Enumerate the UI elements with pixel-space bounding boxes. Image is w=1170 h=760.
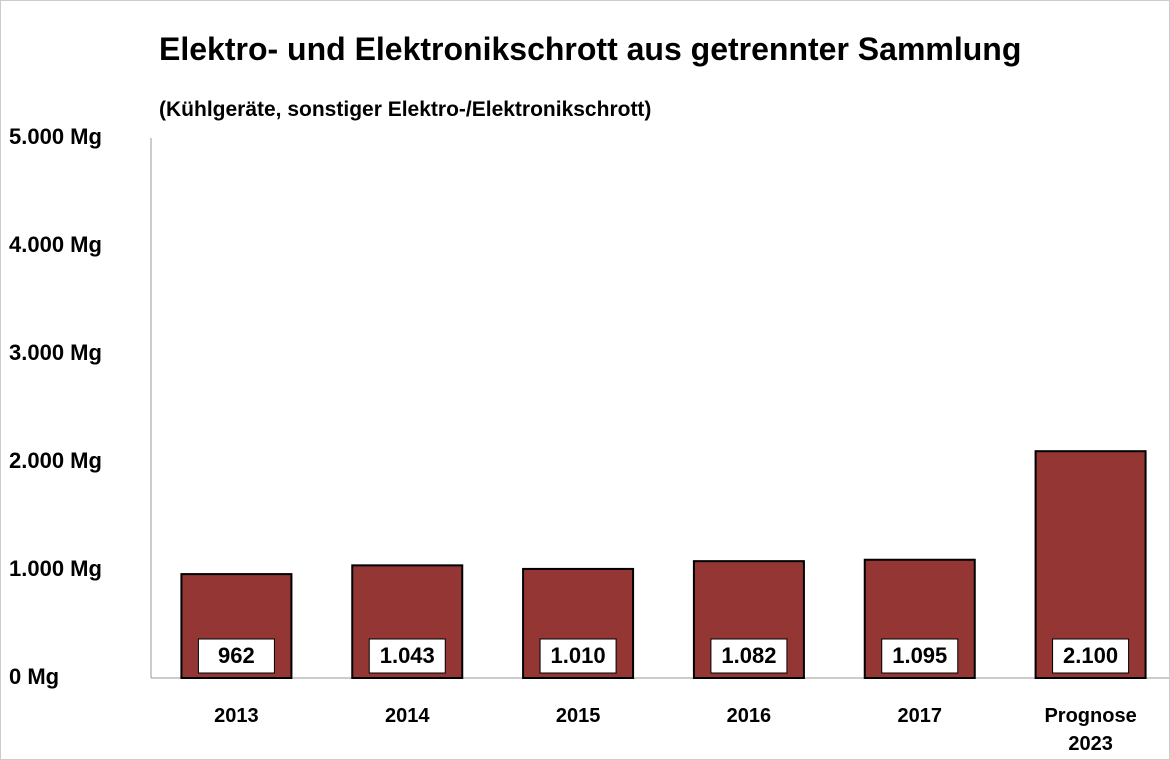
value-label-box: [1052, 638, 1130, 674]
chart-title: Elektro- und Elektronikschrott aus getre…: [159, 31, 1022, 67]
y-tick-label: 4.000 Mg: [9, 232, 102, 257]
value-label: 2.100: [1063, 643, 1118, 668]
x-tick-label: 2017: [897, 705, 943, 727]
value-label-box: [197, 638, 275, 674]
y-tick-label: 0 Mg: [9, 664, 59, 689]
y-tick-label: 1.000 Mg: [9, 556, 102, 581]
x-tick-label: 2014: [385, 705, 430, 727]
value-label: 1.095: [892, 643, 947, 668]
chart-subtitle: (Kühlgeräte, sonstiger Elektro-/Elektron…: [159, 98, 652, 121]
x-tick-label: Prognose 2023: [1044, 705, 1137, 755]
value-label-box: [539, 638, 617, 674]
value-label: 962: [218, 643, 255, 668]
value-label-box: [881, 638, 959, 674]
y-tick-label: 2.000 Mg: [9, 448, 102, 473]
y-tick-label: 3.000 Mg: [9, 340, 102, 365]
value-label-box: [368, 638, 446, 674]
x-tick-label: 2016: [726, 705, 772, 727]
value-label: 1.010: [551, 643, 606, 668]
value-label: 1.043: [380, 643, 435, 668]
x-tick-label: 2013: [214, 705, 259, 727]
x-tick-label: 2015: [555, 705, 601, 727]
y-tick-label: 5.000 Mg: [9, 124, 102, 149]
value-label: 1.082: [721, 643, 776, 668]
value-label-box: [710, 638, 788, 674]
title-block: Elektro- und Elektronikschrott aus getre…: [159, 21, 1039, 138]
